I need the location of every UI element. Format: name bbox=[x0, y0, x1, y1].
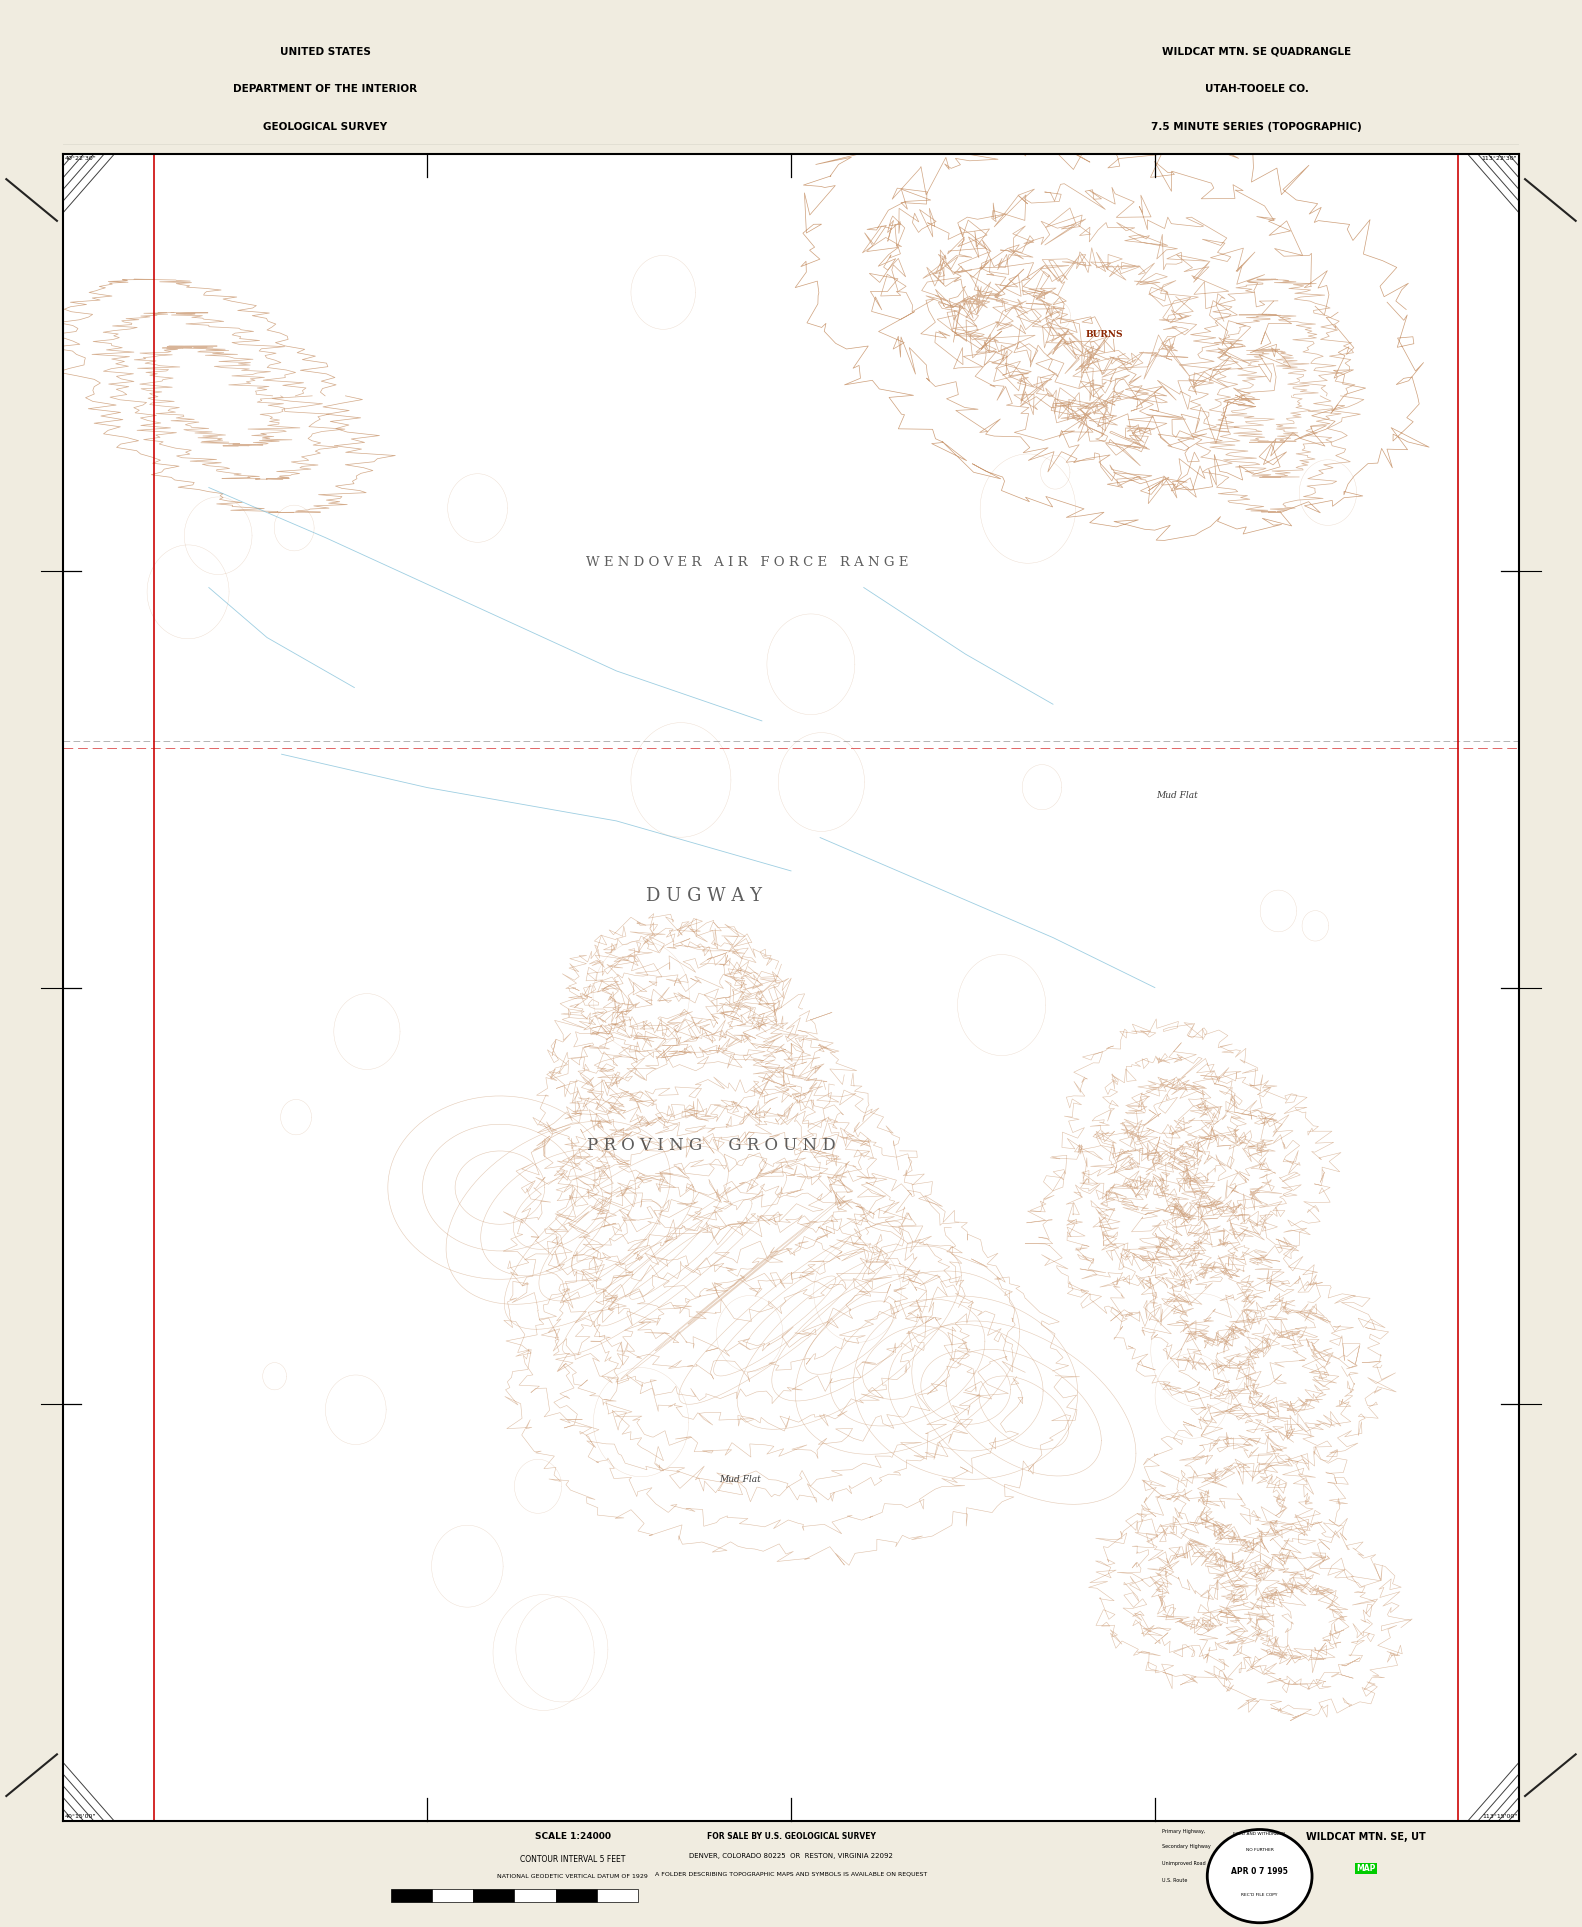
Text: APR 0 7 1995: APR 0 7 1995 bbox=[1231, 1867, 1288, 1877]
Text: W E N D O V E R   A I R   F O R C E   R A N G E: W E N D O V E R A I R F O R C E R A N G … bbox=[587, 557, 908, 568]
Text: MAP: MAP bbox=[1356, 1863, 1376, 1873]
Text: D U G W A Y: D U G W A Y bbox=[645, 886, 761, 906]
Text: Mud Flat: Mud Flat bbox=[1156, 792, 1198, 800]
Text: Unimproved Road: Unimproved Road bbox=[1163, 1861, 1205, 1865]
Text: 7.5 MINUTE SERIES (TOPOGRAPHIC): 7.5 MINUTE SERIES (TOPOGRAPHIC) bbox=[1152, 121, 1362, 131]
Text: U.S. Route: U.S. Route bbox=[1163, 1879, 1188, 1883]
Text: P R O V I N G     G R O U N D: P R O V I N G G R O U N D bbox=[587, 1137, 835, 1154]
Text: 113°22'30": 113°22'30" bbox=[1482, 156, 1517, 160]
Text: Primary Highway,: Primary Highway, bbox=[1163, 1829, 1205, 1835]
Text: A FOLDER DESCRIBING TOPOGRAPHIC MAPS AND SYMBOLS IS AVAILABLE ON REQUEST: A FOLDER DESCRIBING TOPOGRAPHIC MAPS AND… bbox=[655, 1871, 927, 1877]
Text: BURNS: BURNS bbox=[1085, 330, 1123, 339]
Bar bbox=[596, 1888, 638, 1902]
Text: Mud Flat: Mud Flat bbox=[720, 1474, 761, 1484]
Text: NATIONAL GEODETIC VERTICAL DATUM OF 1929: NATIONAL GEODETIC VERTICAL DATUM OF 1929 bbox=[497, 1873, 649, 1879]
Text: 113°15'00": 113°15'00" bbox=[1482, 1815, 1517, 1819]
Text: FILED AND WITHDRAWN: FILED AND WITHDRAWN bbox=[1234, 1833, 1286, 1836]
Text: FOR SALE BY U.S. GEOLOGICAL SURVEY: FOR SALE BY U.S. GEOLOGICAL SURVEY bbox=[707, 1831, 875, 1840]
Text: Secondary Highway: Secondary Highway bbox=[1163, 1844, 1210, 1850]
Text: CONTOUR INTERVAL 5 FEET: CONTOUR INTERVAL 5 FEET bbox=[520, 1856, 625, 1863]
Text: NO FURTHER: NO FURTHER bbox=[1245, 1848, 1274, 1852]
Text: WILDCAT MTN. SE, UT: WILDCAT MTN. SE, UT bbox=[1307, 1831, 1425, 1842]
Bar bbox=[473, 1888, 514, 1902]
Text: 40°15'00": 40°15'00" bbox=[65, 1815, 97, 1819]
Bar bbox=[432, 1888, 473, 1902]
Bar bbox=[391, 1888, 432, 1902]
Text: DEPARTMENT OF THE INTERIOR: DEPARTMENT OF THE INTERIOR bbox=[233, 85, 418, 94]
Ellipse shape bbox=[1207, 1829, 1311, 1923]
Bar bbox=[555, 1888, 596, 1902]
Text: SCALE 1:24000: SCALE 1:24000 bbox=[535, 1831, 611, 1840]
Text: DENVER, COLORADO 80225  OR  RESTON, VIRGINIA 22092: DENVER, COLORADO 80225 OR RESTON, VIRGIN… bbox=[690, 1854, 892, 1860]
Text: UNITED STATES: UNITED STATES bbox=[280, 46, 370, 56]
Text: 40°22'30": 40°22'30" bbox=[65, 156, 97, 160]
Bar bbox=[514, 1888, 555, 1902]
Text: GEOLOGICAL SURVEY: GEOLOGICAL SURVEY bbox=[263, 121, 388, 131]
Text: UTAH-TOOELE CO.: UTAH-TOOELE CO. bbox=[1205, 85, 1308, 94]
Text: REC'D FILE COPY: REC'D FILE COPY bbox=[1242, 1892, 1278, 1898]
Text: WILDCAT MTN. SE QUADRANGLE: WILDCAT MTN. SE QUADRANGLE bbox=[1163, 46, 1351, 56]
